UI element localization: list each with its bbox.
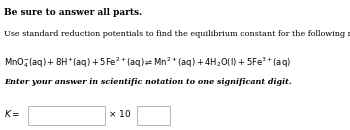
Text: $\mathit{K}=$: $\mathit{K}=$: [4, 108, 20, 119]
FancyBboxPatch shape: [28, 106, 105, 125]
Text: Be sure to answer all parts.: Be sure to answer all parts.: [4, 8, 142, 17]
Text: $\mathrm{MnO_4^{-}(aq) + 8H^{+}(aq) + 5Fe^{2+}(aq) \rightleftharpoons Mn^{2+}(aq: $\mathrm{MnO_4^{-}(aq) + 8H^{+}(aq) + 5F…: [4, 55, 291, 70]
Text: Enter your answer in scientific notation to one significant digit.: Enter your answer in scientific notation…: [4, 78, 292, 86]
Text: $\times\ 10$: $\times\ 10$: [108, 108, 132, 119]
FancyBboxPatch shape: [136, 106, 170, 125]
Text: Use standard reduction potentials to find the equilibrium constant for the follo: Use standard reduction potentials to fin…: [4, 30, 350, 38]
